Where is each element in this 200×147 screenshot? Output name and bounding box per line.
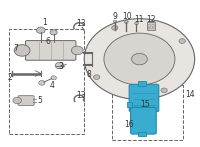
Text: 10: 10 [122, 12, 132, 21]
Text: 11: 11 [134, 15, 143, 24]
Text: 14: 14 [185, 90, 195, 99]
Circle shape [152, 27, 154, 29]
Circle shape [161, 88, 167, 93]
Text: 16: 16 [124, 120, 133, 129]
Bar [127, 102, 132, 107]
Circle shape [124, 20, 128, 23]
Text: 4: 4 [49, 81, 54, 90]
Text: 13: 13 [76, 19, 86, 28]
Text: 2: 2 [8, 73, 13, 82]
FancyBboxPatch shape [25, 41, 76, 60]
Bar [9, 29, 84, 134]
Circle shape [51, 76, 56, 80]
FancyBboxPatch shape [18, 96, 34, 105]
Bar [138, 81, 146, 86]
Circle shape [135, 22, 138, 25]
Circle shape [148, 24, 150, 26]
Circle shape [94, 75, 100, 79]
Circle shape [112, 26, 118, 30]
Circle shape [55, 62, 64, 69]
Bar [112, 85, 183, 140]
FancyBboxPatch shape [129, 84, 159, 112]
Circle shape [36, 27, 45, 33]
Text: 1: 1 [42, 18, 47, 27]
Circle shape [13, 97, 22, 104]
Text: 15: 15 [141, 100, 150, 109]
Circle shape [71, 46, 83, 55]
Circle shape [152, 24, 154, 26]
Circle shape [39, 81, 45, 85]
Bar [138, 132, 146, 136]
Text: 12: 12 [147, 15, 156, 24]
Text: 3: 3 [58, 62, 63, 71]
Bar [147, 22, 155, 30]
Circle shape [84, 19, 195, 100]
Circle shape [148, 27, 150, 29]
FancyBboxPatch shape [131, 107, 156, 134]
Text: 6: 6 [45, 37, 50, 46]
Text: 5: 5 [37, 96, 42, 105]
Circle shape [14, 45, 30, 56]
Text: 13: 13 [76, 91, 86, 100]
Text: 9: 9 [112, 12, 117, 21]
Circle shape [50, 30, 57, 35]
Bar [113, 20, 116, 22]
Circle shape [132, 53, 147, 65]
Circle shape [179, 39, 185, 43]
Text: 8: 8 [87, 70, 92, 79]
Text: 7: 7 [14, 45, 19, 54]
Circle shape [104, 33, 175, 85]
